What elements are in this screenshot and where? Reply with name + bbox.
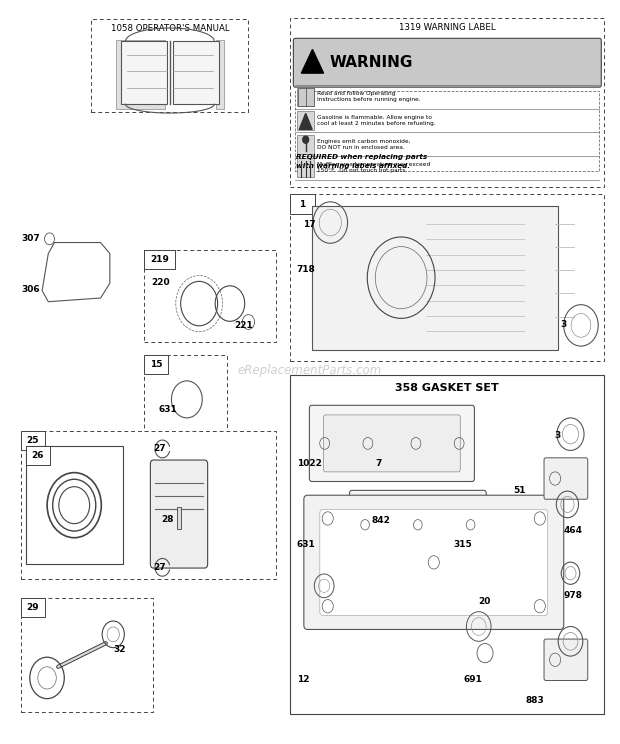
Bar — [290, 375, 604, 713]
Text: 842: 842 — [372, 516, 391, 525]
FancyBboxPatch shape — [320, 510, 547, 615]
Text: 17: 17 — [303, 220, 316, 229]
Text: 718: 718 — [296, 265, 316, 274]
Bar — [121, 42, 167, 104]
Text: 27: 27 — [154, 562, 166, 572]
Text: 883: 883 — [526, 696, 544, 705]
Text: 3: 3 — [554, 432, 560, 440]
Polygon shape — [299, 113, 312, 129]
Text: 1058 OPERATOR'S MANUAL: 1058 OPERATOR'S MANUAL — [110, 24, 229, 33]
Text: 220: 220 — [152, 278, 171, 286]
Text: Read and follow Operating
Instructions before running engine.: Read and follow Operating Instructions b… — [317, 92, 421, 102]
Bar — [25, 446, 123, 565]
Text: 464: 464 — [564, 526, 583, 536]
Text: 7: 7 — [375, 458, 381, 467]
FancyBboxPatch shape — [304, 496, 564, 629]
FancyBboxPatch shape — [312, 205, 558, 350]
Text: 15: 15 — [150, 360, 162, 369]
Text: 20: 20 — [479, 597, 491, 606]
Bar — [20, 432, 276, 579]
Bar — [290, 194, 315, 214]
Text: 28: 28 — [161, 516, 174, 525]
FancyBboxPatch shape — [151, 460, 208, 568]
Bar — [20, 597, 153, 712]
Text: 631: 631 — [159, 405, 177, 414]
Bar — [20, 432, 45, 450]
Bar — [290, 194, 604, 361]
Text: Gasoline is flammable. Allow engine to
cool at least 2 minutes before refueling.: Gasoline is flammable. Allow engine to c… — [317, 115, 436, 126]
FancyBboxPatch shape — [544, 639, 588, 681]
Text: 32: 32 — [113, 645, 126, 654]
Text: 978: 978 — [564, 591, 583, 600]
Bar — [116, 40, 165, 109]
Bar — [144, 250, 175, 269]
Text: 315: 315 — [454, 540, 472, 549]
Text: 1319 WARNING LABEL: 1319 WARNING LABEL — [399, 23, 495, 32]
Circle shape — [303, 136, 309, 144]
Bar — [20, 597, 45, 617]
Bar — [173, 42, 219, 104]
Text: eReplacementParts.com: eReplacementParts.com — [238, 364, 382, 377]
Bar — [144, 355, 169, 374]
Bar — [297, 111, 314, 130]
Text: 1: 1 — [299, 199, 306, 208]
Text: 221: 221 — [234, 321, 252, 330]
FancyBboxPatch shape — [544, 458, 588, 499]
Bar — [144, 250, 276, 342]
Text: 691: 691 — [463, 676, 482, 684]
Bar — [297, 158, 314, 177]
Text: 12: 12 — [296, 676, 309, 684]
Text: 1022: 1022 — [296, 458, 321, 467]
Bar — [91, 19, 249, 112]
FancyBboxPatch shape — [350, 490, 486, 559]
Text: WARNING: WARNING — [329, 55, 412, 70]
Text: Muffler area temperature may exceed
150°F.  Do not touch hot parts.: Muffler area temperature may exceed 150°… — [317, 162, 431, 173]
Bar — [297, 87, 314, 106]
Text: 307: 307 — [22, 234, 40, 243]
Bar — [290, 19, 604, 187]
Text: 631: 631 — [296, 540, 316, 549]
Text: REQUIRED when replacing parts
with warning labels affixed.: REQUIRED when replacing parts with warni… — [296, 154, 428, 169]
Text: 51: 51 — [513, 486, 526, 495]
FancyBboxPatch shape — [309, 405, 474, 481]
Text: 27: 27 — [154, 444, 166, 453]
Text: 3: 3 — [560, 320, 567, 329]
Text: 26: 26 — [32, 451, 44, 460]
Text: 306: 306 — [22, 285, 40, 294]
Text: 29: 29 — [27, 603, 39, 612]
Text: 358 GASKET SET: 358 GASKET SET — [396, 383, 499, 394]
Text: 25: 25 — [27, 436, 39, 446]
Bar — [216, 40, 224, 109]
Bar — [298, 88, 314, 106]
Bar — [25, 446, 50, 465]
Text: Engines emit carbon monoxide,
DO NOT run in enclosed area.: Engines emit carbon monoxide, DO NOT run… — [317, 138, 411, 150]
Bar — [297, 135, 314, 154]
FancyBboxPatch shape — [293, 39, 601, 87]
Text: 219: 219 — [150, 255, 169, 264]
Bar — [177, 507, 181, 529]
Bar — [144, 355, 227, 433]
FancyBboxPatch shape — [324, 415, 460, 472]
Polygon shape — [301, 49, 324, 73]
